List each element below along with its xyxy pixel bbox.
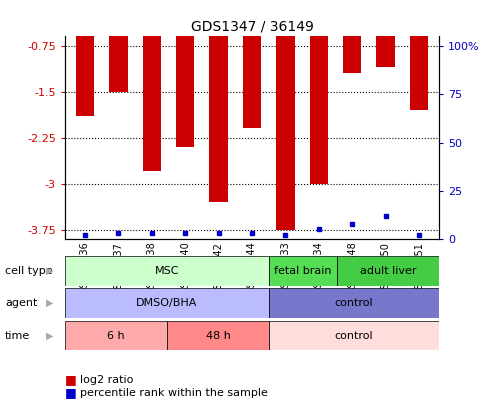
Bar xyxy=(269,288,439,318)
Text: fetal brain: fetal brain xyxy=(274,266,332,276)
Bar xyxy=(65,288,269,318)
Bar xyxy=(65,321,167,350)
Text: ▶: ▶ xyxy=(46,330,54,341)
Bar xyxy=(410,0,428,110)
Text: ▶: ▶ xyxy=(46,298,54,308)
Bar xyxy=(143,0,161,171)
Text: adult liver: adult liver xyxy=(360,266,416,276)
Text: 6 h: 6 h xyxy=(107,330,125,341)
Bar xyxy=(376,0,395,67)
Bar xyxy=(65,256,269,286)
Text: ■: ■ xyxy=(65,386,77,399)
Bar xyxy=(76,0,94,116)
Text: control: control xyxy=(335,298,373,308)
Bar xyxy=(269,321,439,350)
Bar xyxy=(310,0,328,184)
Bar xyxy=(109,0,128,92)
Text: log2 ratio: log2 ratio xyxy=(80,375,133,385)
Text: percentile rank within the sample: percentile rank within the sample xyxy=(80,388,268,398)
Text: cell type: cell type xyxy=(5,266,52,276)
Bar xyxy=(343,0,361,73)
Bar xyxy=(210,0,228,202)
Bar xyxy=(167,321,269,350)
Text: agent: agent xyxy=(5,298,37,308)
Text: ▶: ▶ xyxy=(46,266,54,276)
Text: MSC: MSC xyxy=(155,266,179,276)
Bar xyxy=(269,256,337,286)
Text: control: control xyxy=(335,330,373,341)
Bar xyxy=(276,0,294,230)
Text: time: time xyxy=(5,330,30,341)
Bar xyxy=(337,256,439,286)
Title: GDS1347 / 36149: GDS1347 / 36149 xyxy=(191,20,313,34)
Bar xyxy=(243,0,261,128)
Text: 48 h: 48 h xyxy=(206,330,231,341)
Text: DMSO/BHA: DMSO/BHA xyxy=(136,298,198,308)
Bar xyxy=(176,0,194,147)
Text: ■: ■ xyxy=(65,373,77,386)
